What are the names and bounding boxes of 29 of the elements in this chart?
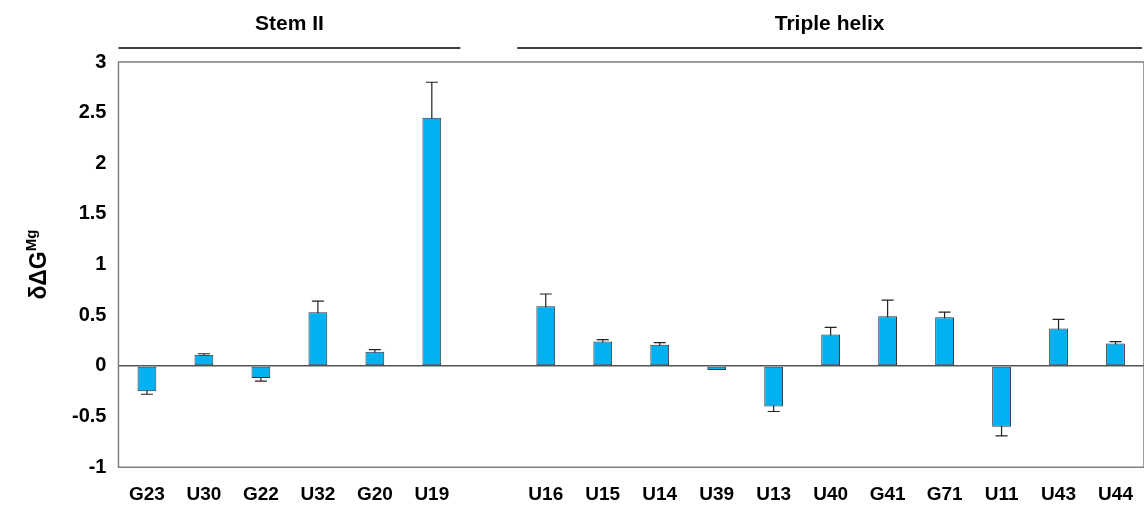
x-tick-label: U39 <box>699 482 735 504</box>
y-tick-label: 1 <box>95 252 107 275</box>
x-tick-label: U11 <box>984 482 1019 504</box>
y-tick-label: 2 <box>95 150 107 173</box>
x-tick-label: U44 <box>1098 482 1134 504</box>
text: Stem II <box>254 11 324 34</box>
text: Triple helix <box>774 11 885 34</box>
x-tick-label: G22 <box>242 482 279 504</box>
y-tick-label: 3 <box>95 49 107 72</box>
x-tick-label: U14 <box>642 482 678 504</box>
x-tick-label: G71 <box>926 482 963 504</box>
y-axis-title: δΔGMg <box>22 229 51 300</box>
x-tick-label: G23 <box>128 482 165 504</box>
x-tick-label: U43 <box>1041 482 1076 504</box>
x-tick-label: U40 <box>813 482 849 504</box>
y-tick-label: 0.5 <box>78 302 107 325</box>
x-tick-label: U13 <box>756 482 792 504</box>
y-tick-label: 1.5 <box>78 201 107 224</box>
y-tick-label: 0 <box>95 353 107 376</box>
x-tick-label: U16 <box>528 482 564 504</box>
y-tick-label: -0.5 <box>71 404 107 427</box>
y-tick-label: -1 <box>88 454 107 477</box>
x-tick-label: U32 <box>300 482 336 504</box>
y-tick-label: 2.5 <box>78 100 107 123</box>
x-tick-label: U15 <box>585 482 621 504</box>
x-tick-label: U19 <box>414 482 450 504</box>
x-tick-label: G41 <box>869 482 906 504</box>
x-tick-label: U30 <box>186 482 222 504</box>
x-tick-label: G20 <box>356 482 393 504</box>
